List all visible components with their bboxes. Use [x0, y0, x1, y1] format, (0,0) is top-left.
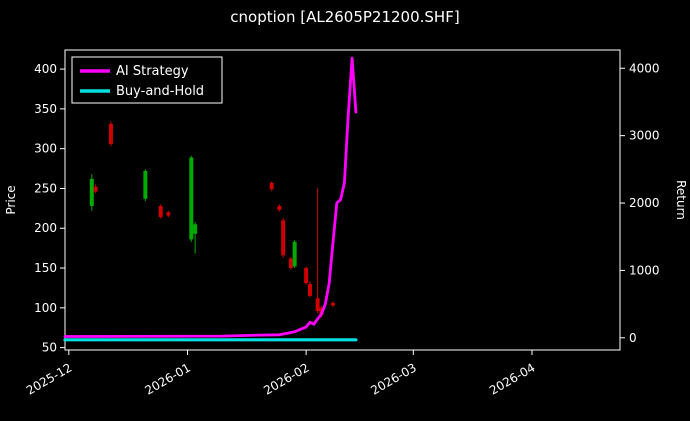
legend-label: AI Strategy	[116, 64, 189, 79]
y-left-tick-label: 150	[34, 261, 57, 275]
legend-box	[71, 56, 223, 104]
candle-body	[166, 212, 171, 216]
candle-body	[281, 220, 286, 256]
y-left-tick-label: 100	[34, 301, 57, 315]
candle-body	[189, 157, 194, 240]
candle-body	[304, 268, 309, 284]
y-left-tick-label: 250	[34, 181, 57, 195]
candle-body	[108, 124, 113, 144]
candle-body	[269, 182, 274, 190]
y-left-axis-label: Price	[4, 185, 18, 214]
y-left-tick-label: 300	[34, 142, 57, 156]
y-right-tick-label: 0	[629, 331, 637, 345]
y-left-tick-label: 50	[42, 341, 57, 355]
legend: AI Strategy Buy-and-Hold	[71, 56, 223, 104]
ai-strategy-line	[63, 56, 358, 338]
candle-body	[193, 224, 198, 234]
candle-body	[292, 241, 297, 267]
x-tick-label: 2025-12	[24, 360, 74, 397]
legend-label: Buy-and-Hold	[116, 84, 204, 99]
x-tick-label: 2026-01	[143, 360, 193, 397]
candle-body	[307, 283, 312, 296]
y-right-axis-label: Return	[674, 180, 688, 220]
y-left-tick-label: 200	[34, 221, 57, 235]
x-tick-label: 2026-02	[261, 360, 311, 397]
x-tick-label: 2026-03	[368, 360, 418, 397]
plot-frame	[64, 49, 621, 351]
y-right-tick-label: 2000	[629, 196, 660, 210]
y-left-tick-label: 400	[34, 62, 57, 76]
candle-body	[330, 303, 335, 306]
candle-body	[89, 178, 94, 206]
candle-body	[288, 258, 293, 269]
y-right-tick-label: 3000	[629, 129, 660, 143]
chart-title: cnoption [AL2605P21200.SHF]	[230, 8, 460, 26]
candle-body	[315, 298, 320, 312]
x-tick-label: 2026-04	[487, 360, 537, 397]
candle-body	[158, 205, 163, 218]
candle-body	[143, 170, 148, 199]
y-right-tick-label: 1000	[629, 263, 660, 277]
candle-body	[93, 186, 98, 192]
y-right-tick-label: 4000	[629, 61, 660, 75]
y-left-tick-label: 350	[34, 102, 57, 116]
candle-body	[277, 205, 282, 210]
